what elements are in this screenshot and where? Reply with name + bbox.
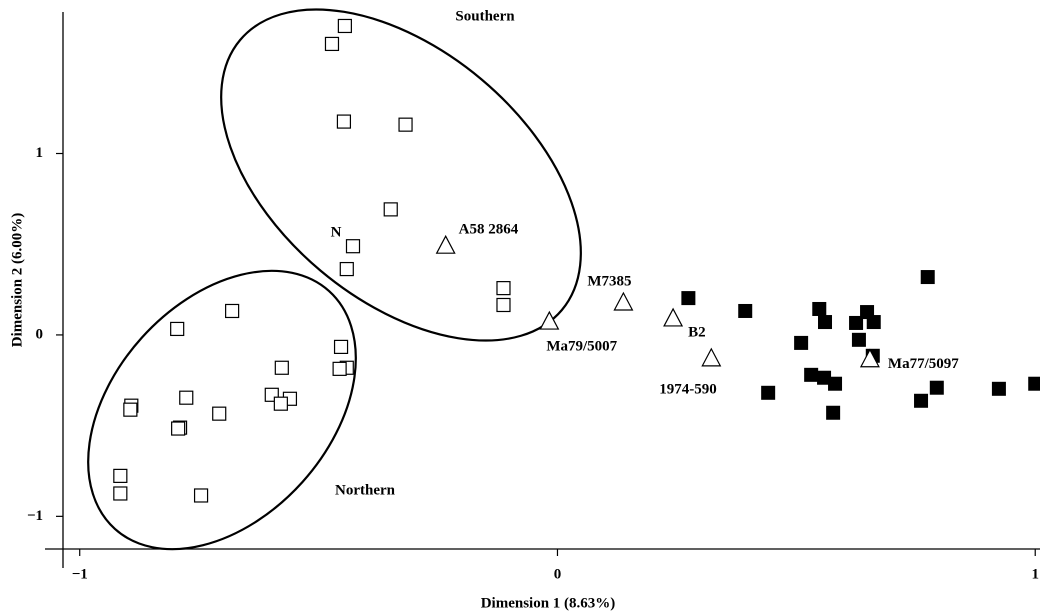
point	[794, 335, 809, 350]
point	[929, 380, 944, 395]
point	[663, 307, 684, 327]
point	[324, 36, 340, 52]
y-tick-label: −1	[27, 508, 43, 524]
point	[212, 406, 227, 421]
point	[435, 234, 456, 254]
point	[738, 303, 753, 318]
point	[383, 202, 398, 217]
point	[804, 367, 819, 382]
point	[613, 291, 634, 311]
point	[345, 239, 361, 254]
x-tick-label: 1	[1031, 566, 1039, 582]
x-axis-label: Dimension 1 (8.63%)	[481, 595, 616, 611]
point	[539, 310, 560, 330]
point	[818, 315, 833, 330]
point	[761, 385, 776, 400]
point	[336, 114, 352, 129]
annotation: Southern	[455, 8, 515, 24]
point	[273, 396, 288, 411]
annotation: Northern	[335, 482, 396, 498]
point	[274, 360, 289, 375]
y-tick-label: 0	[36, 326, 44, 342]
point	[171, 421, 186, 436]
x-tick-label: −1	[72, 566, 88, 582]
point	[812, 301, 827, 316]
annotation: N	[331, 224, 342, 240]
point	[866, 315, 881, 330]
point	[851, 332, 866, 347]
point-label: B2	[688, 324, 706, 340]
point	[496, 281, 511, 296]
x-tick-label: 0	[554, 566, 562, 582]
point	[991, 381, 1006, 396]
point	[826, 405, 841, 420]
point	[496, 297, 511, 313]
point	[701, 347, 722, 367]
point	[337, 18, 352, 34]
point-label: 1974-590	[659, 381, 717, 397]
point	[332, 361, 347, 376]
y-tick-label: 1	[36, 145, 44, 161]
point-label: A58 2864	[459, 222, 519, 238]
point	[123, 402, 138, 417]
point	[339, 261, 354, 277]
point-label: M7385	[587, 273, 631, 289]
point	[920, 270, 935, 285]
point	[179, 390, 194, 405]
point	[225, 303, 240, 319]
point	[193, 488, 209, 503]
point	[849, 315, 864, 330]
southern-group-ellipse	[220, 8, 582, 342]
point	[1028, 376, 1040, 391]
northern-group-ellipse	[87, 269, 357, 551]
point	[681, 291, 696, 306]
point	[914, 393, 929, 408]
point	[398, 117, 413, 132]
point	[333, 339, 349, 354]
y-axis-label: Dimension 2 (6.00%)	[9, 213, 25, 348]
point	[828, 376, 843, 391]
point	[859, 348, 880, 368]
point-label: Ma77/5097	[888, 356, 959, 372]
point	[170, 321, 185, 337]
point	[113, 468, 128, 483]
point-label: Ma79/5007	[546, 338, 617, 354]
point	[113, 486, 128, 501]
